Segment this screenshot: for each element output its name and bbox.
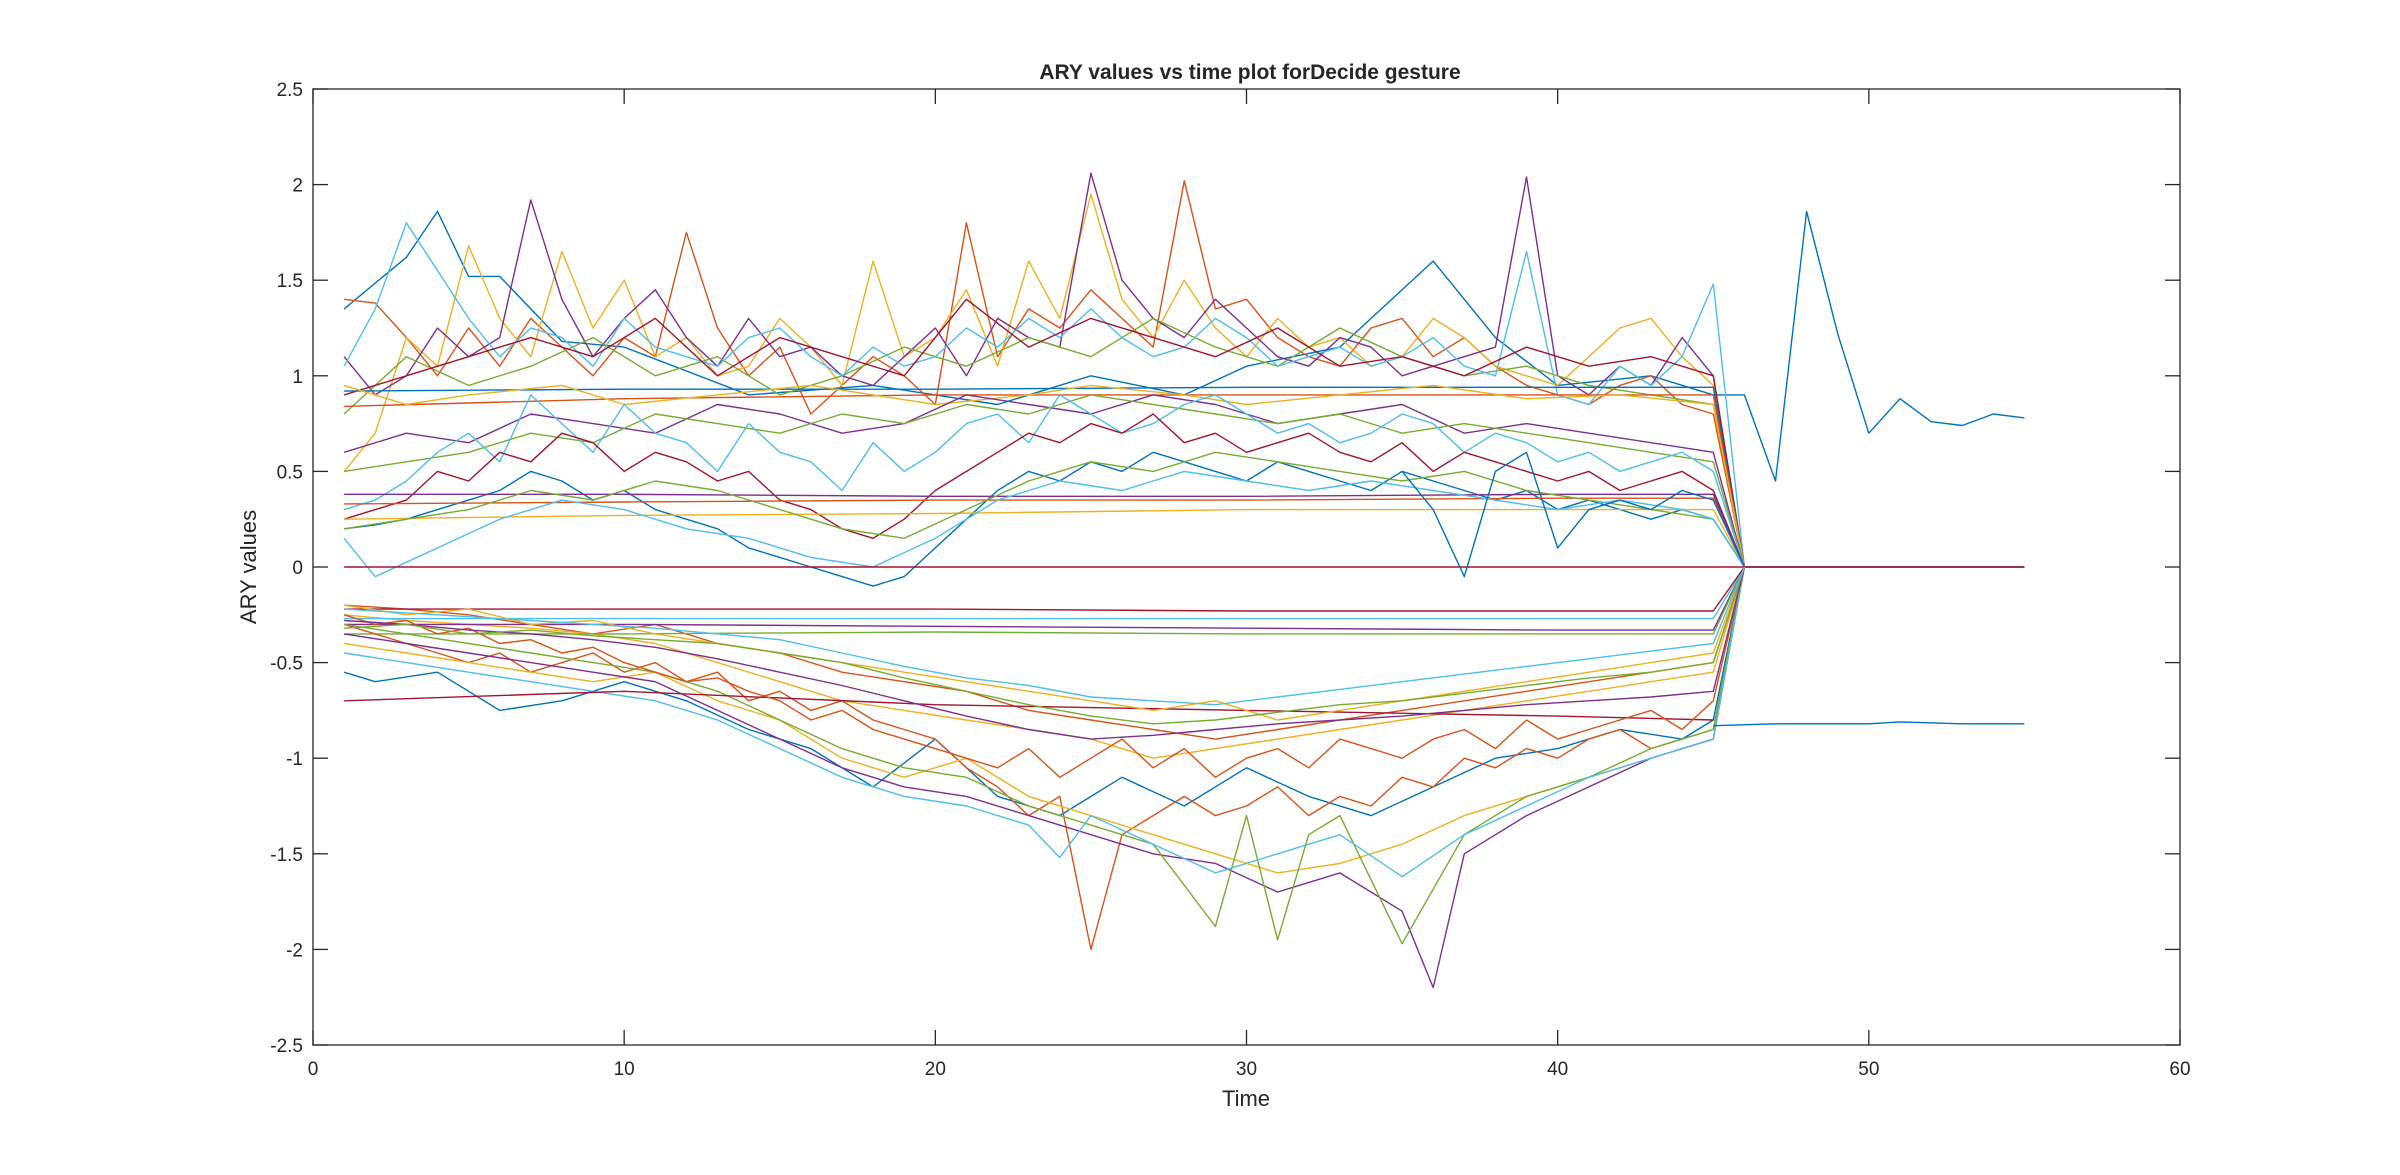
x-tick-label: 60: [2169, 1059, 2190, 1080]
series-line: [343, 566, 1746, 778]
series-line: [343, 566, 1746, 989]
plot-area: [343, 172, 2025, 989]
y-tick-label: 2: [292, 176, 303, 197]
series-line: [343, 470, 1745, 578]
series-line: [343, 566, 1746, 945]
series-line: [1713, 721, 2025, 727]
series-line: [343, 566, 1746, 817]
x-axis: 0 10 20 30 40 50 60: [308, 89, 2191, 1080]
series-line: [343, 566, 1746, 951]
series-line: [344, 451, 1745, 587]
y-tick-label: -2: [286, 940, 303, 961]
series-line: [343, 384, 1746, 568]
series-line: [343, 394, 1746, 568]
y-axis-label: ARY values: [236, 510, 261, 624]
series-line: [343, 566, 1746, 874]
series-line: [344, 566, 1746, 759]
series-line: [344, 566, 1746, 706]
series-line: [343, 394, 1746, 568]
series-line: [343, 298, 1746, 568]
series-line: [344, 394, 2025, 568]
series-line: [344, 566, 1746, 740]
series-line: [343, 193, 1746, 568]
series-line: [343, 566, 1746, 878]
x-tick-label: 10: [614, 1059, 635, 1080]
y-tick-label: 0: [292, 558, 303, 579]
x-axis-label: Time: [1222, 1086, 1270, 1111]
chart-title: ARY values vs time plot forDecide gestur…: [1039, 61, 1460, 84]
series-layer: [343, 172, 2025, 989]
series-line: [343, 413, 1746, 568]
series-line: [343, 172, 1746, 568]
series-line: [343, 451, 1745, 568]
series-line: [343, 394, 1746, 568]
x-tick-label: 30: [1236, 1059, 1257, 1080]
series-line: [344, 180, 2025, 568]
y-tick-label: 1: [292, 367, 303, 388]
series-line: [344, 566, 1746, 740]
x-tick-label: 0: [308, 1059, 319, 1080]
series-line: [343, 566, 1746, 721]
series-line: [344, 690, 1714, 721]
y-tick-label: -2.5: [270, 1036, 303, 1057]
x-tick-label: 20: [925, 1059, 946, 1080]
series-line: [344, 566, 1746, 725]
x-tick-label: 40: [1547, 1059, 1568, 1080]
x-tick-label: 50: [1858, 1059, 1879, 1080]
series-line: [344, 508, 2025, 568]
y-tick-label: 1.5: [277, 271, 303, 292]
series-line: [343, 317, 1746, 568]
series-line: [1401, 451, 1746, 578]
series-line: [344, 497, 2025, 568]
y-tick-label: 2.5: [277, 80, 303, 101]
series-line: [344, 566, 2025, 612]
y-tick-label: 0.5: [277, 462, 303, 483]
series-line: [344, 386, 2025, 568]
y-axis: 2.5 2 1.5 1 0.5 0 -0.5 -1 -1.5 -2 -2.5: [270, 80, 2180, 1057]
y-tick-label: -0.5: [270, 654, 303, 675]
y-tick-label: -1.5: [270, 845, 303, 866]
y-tick-label: -1: [286, 749, 303, 770]
